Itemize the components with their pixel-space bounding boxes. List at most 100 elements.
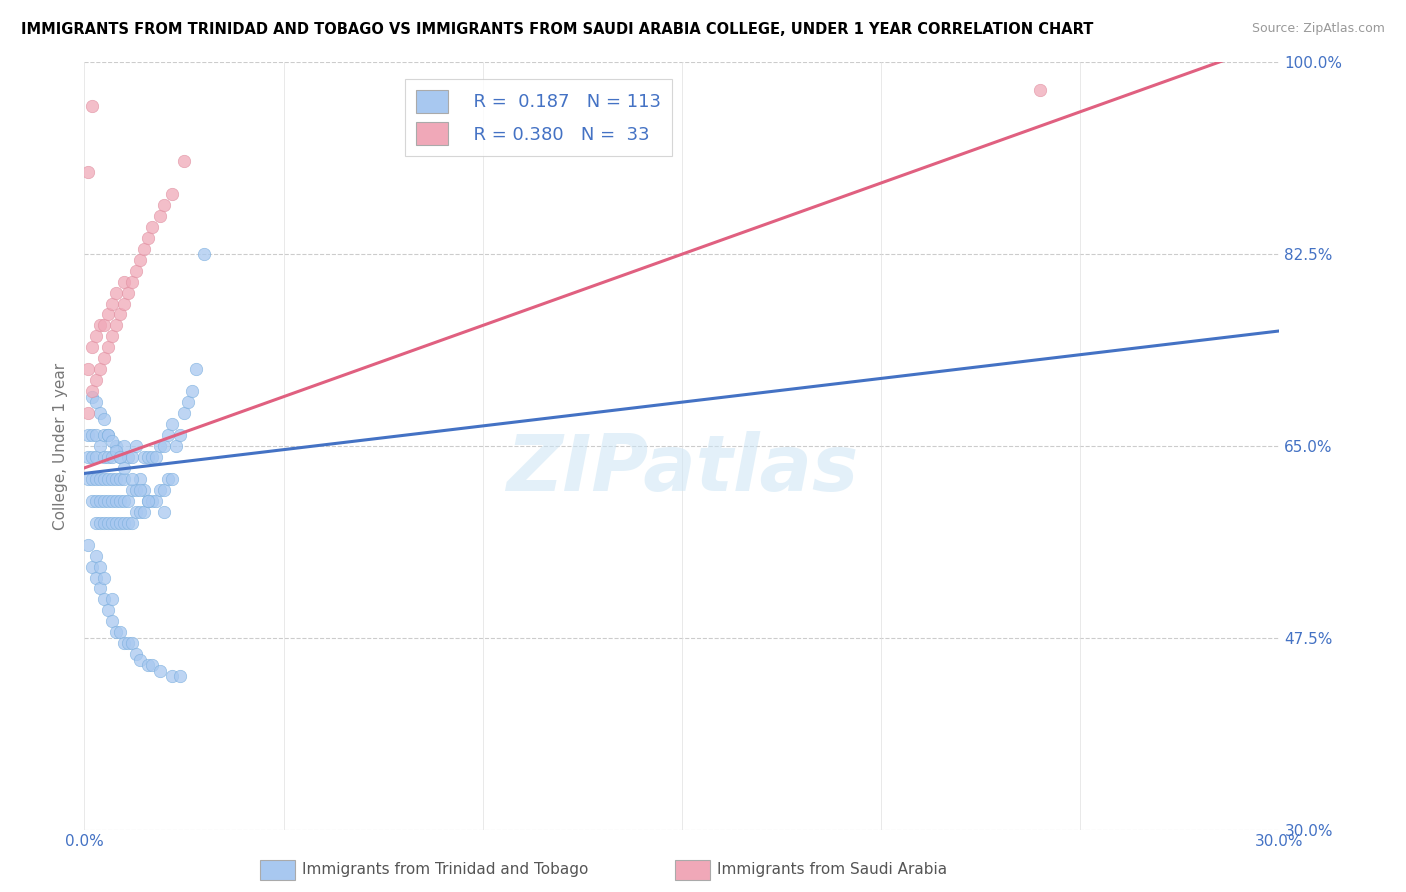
Point	[77, 428, 100, 442]
Point	[149, 664, 172, 678]
Point	[132, 450, 156, 464]
Point	[97, 428, 120, 442]
Point	[97, 308, 120, 322]
Point	[141, 219, 163, 234]
Point	[93, 351, 115, 366]
Point	[193, 247, 215, 261]
Point	[112, 439, 135, 453]
Point	[173, 154, 195, 169]
Point	[160, 669, 183, 683]
Point	[173, 406, 195, 420]
Point	[110, 308, 132, 322]
Point	[82, 390, 104, 404]
Point	[93, 428, 115, 442]
Point	[77, 472, 100, 486]
Point	[86, 570, 108, 584]
Point	[121, 516, 143, 530]
Point	[93, 570, 115, 584]
Point	[129, 505, 152, 519]
Point	[89, 439, 111, 453]
Point	[169, 428, 191, 442]
Point	[86, 493, 108, 508]
Text: IMMIGRANTS FROM TRINIDAD AND TOBAGO VS IMMIGRANTS FROM SAUDI ARABIA COLLEGE, UND: IMMIGRANTS FROM TRINIDAD AND TOBAGO VS I…	[21, 22, 1094, 37]
Point	[121, 636, 143, 650]
Point	[145, 450, 167, 464]
Point	[110, 625, 132, 640]
Point	[145, 493, 167, 508]
Point	[112, 461, 135, 475]
Point	[82, 99, 104, 113]
Point	[97, 493, 120, 508]
Text: Source: ZipAtlas.com: Source: ZipAtlas.com	[1251, 22, 1385, 36]
Point	[89, 493, 111, 508]
Point	[121, 450, 143, 464]
Point	[101, 493, 124, 508]
Point	[110, 450, 132, 464]
Point	[82, 384, 104, 399]
Point	[101, 329, 124, 343]
Point	[125, 505, 148, 519]
Point	[177, 395, 200, 409]
Point	[160, 186, 183, 201]
Point	[184, 362, 207, 376]
Point	[149, 439, 172, 453]
Point	[89, 472, 111, 486]
Point	[125, 263, 148, 277]
Point	[181, 384, 204, 399]
Point	[93, 411, 115, 425]
Point	[153, 505, 176, 519]
Point	[77, 406, 100, 420]
Point	[153, 439, 176, 453]
Point	[110, 493, 132, 508]
Point	[125, 647, 148, 661]
Point	[105, 493, 128, 508]
Point	[112, 636, 135, 650]
Point	[93, 450, 115, 464]
Text: Immigrants from Saudi Arabia: Immigrants from Saudi Arabia	[717, 863, 948, 877]
Legend:   R =  0.187   N = 113,   R = 0.380   N =  33: R = 0.187 N = 113, R = 0.380 N = 33	[405, 79, 672, 156]
Point	[157, 472, 180, 486]
Point	[89, 406, 111, 420]
Point	[117, 493, 139, 508]
Point	[86, 329, 108, 343]
Point	[117, 450, 139, 464]
Point	[169, 669, 191, 683]
Point	[160, 472, 183, 486]
Point	[97, 472, 120, 486]
Point	[1029, 83, 1052, 97]
Point	[157, 428, 180, 442]
Point	[82, 428, 104, 442]
Point	[117, 285, 139, 300]
Point	[86, 516, 108, 530]
Point	[93, 592, 115, 607]
Point	[105, 625, 128, 640]
Point	[141, 450, 163, 464]
Point	[93, 493, 115, 508]
Point	[136, 450, 159, 464]
Point	[89, 559, 111, 574]
Point	[125, 439, 148, 453]
Point	[129, 252, 152, 267]
Point	[112, 493, 135, 508]
Point	[82, 340, 104, 354]
Point	[112, 516, 135, 530]
Point	[141, 658, 163, 673]
Point	[136, 493, 159, 508]
Point	[93, 318, 115, 333]
Point	[149, 209, 172, 223]
Point	[77, 362, 100, 376]
Point	[136, 658, 159, 673]
Point	[97, 516, 120, 530]
Point	[86, 395, 108, 409]
Point	[86, 472, 108, 486]
Point	[160, 417, 183, 431]
Point	[121, 483, 143, 497]
Point	[101, 615, 124, 629]
Point	[165, 439, 187, 453]
Point	[77, 165, 100, 179]
Point	[121, 275, 143, 289]
Point	[97, 603, 120, 617]
Point	[105, 318, 128, 333]
Point	[101, 592, 124, 607]
Point	[132, 242, 156, 256]
